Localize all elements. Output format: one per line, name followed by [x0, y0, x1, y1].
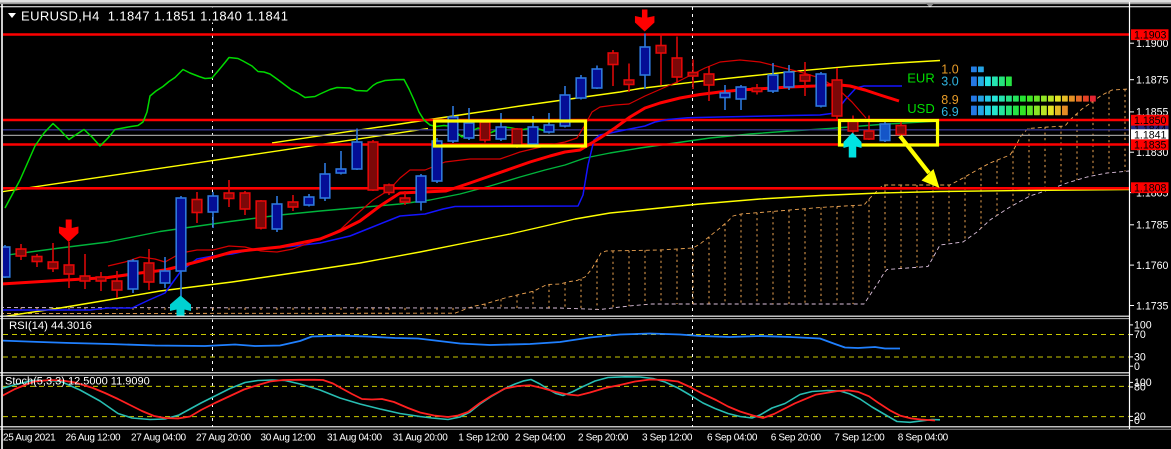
svg-text:Stoch(5,3,3) 12.5000 11.9090: Stoch(5,3,3) 12.5000 11.9090: [5, 376, 150, 388]
svg-text:3 Sep 12:00: 3 Sep 12:00: [642, 433, 693, 444]
svg-text:27 Aug 20:00: 27 Aug 20:00: [196, 433, 252, 444]
svg-text:30 Aug 12:00: 30 Aug 12:00: [261, 433, 317, 444]
svg-text:26 Aug 12:00: 26 Aug 12:00: [66, 433, 122, 444]
svg-text:6 Sep 04:00: 6 Sep 04:00: [707, 433, 758, 444]
svg-text:RSI(14) 44.3016: RSI(14) 44.3016: [9, 320, 92, 332]
svg-text:27 Aug 04:00: 27 Aug 04:00: [131, 433, 187, 444]
svg-text:1.1785: 1.1785: [1136, 220, 1169, 232]
svg-text:1 Sep 12:00: 1 Sep 12:00: [458, 433, 509, 444]
svg-text:6.9: 6.9: [941, 105, 958, 119]
svg-text:2 Sep 04:00: 2 Sep 04:00: [515, 433, 566, 444]
svg-text:EUR: EUR: [907, 71, 934, 86]
svg-text:USD: USD: [907, 101, 934, 116]
svg-text:8.9: 8.9: [941, 93, 958, 107]
svg-text:3.0: 3.0: [941, 75, 958, 89]
svg-text:31 Aug 20:00: 31 Aug 20:00: [393, 433, 449, 444]
svg-text:1.1835: 1.1835: [1134, 139, 1167, 151]
svg-text:1.1760: 1.1760: [1136, 260, 1169, 272]
svg-text:1.1875: 1.1875: [1136, 74, 1169, 86]
svg-text:1.1850: 1.1850: [1134, 115, 1167, 127]
svg-text:1.1808: 1.1808: [1134, 182, 1167, 194]
svg-text:2 Sep 20:00: 2 Sep 20:00: [578, 433, 629, 444]
svg-text:0: 0: [1134, 361, 1140, 373]
svg-text:30: 30: [1134, 352, 1146, 364]
svg-text:7 Sep 12:00: 7 Sep 12:00: [834, 433, 885, 444]
svg-text:80: 80: [1134, 382, 1146, 394]
svg-text:1.0: 1.0: [941, 63, 958, 77]
svg-text:1.1900: 1.1900: [1136, 38, 1169, 50]
svg-text:70: 70: [1134, 329, 1146, 341]
svg-text:25 Aug 2021: 25 Aug 2021: [3, 433, 56, 444]
svg-text:1.1735: 1.1735: [1136, 300, 1169, 312]
svg-text:20: 20: [1134, 411, 1146, 423]
svg-text:6 Sep 20:00: 6 Sep 20:00: [771, 433, 822, 444]
svg-text:1.1841: 1.1841: [1134, 129, 1167, 141]
svg-text:EURUSD,H4 1.1847 1.1851 1.184: EURUSD,H4 1.1847 1.1851 1.1840 1.1841: [21, 9, 288, 24]
svg-text:0: 0: [1134, 415, 1140, 427]
svg-text:8 Sep 04:00: 8 Sep 04:00: [898, 433, 949, 444]
svg-text:1.1903: 1.1903: [1134, 29, 1167, 41]
svg-text:100: 100: [1134, 320, 1152, 332]
svg-text:100: 100: [1134, 377, 1152, 389]
svg-text:31 Aug 04:00: 31 Aug 04:00: [327, 433, 383, 444]
